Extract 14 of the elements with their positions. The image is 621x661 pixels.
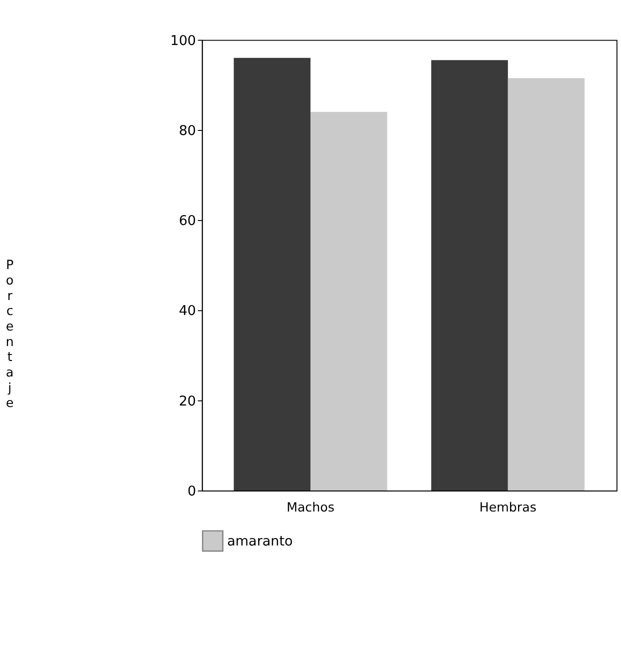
bar (431, 60, 508, 490)
bar (234, 58, 310, 490)
text: Porcentaje (6, 257, 14, 410)
x-tick-label: Machos (286, 500, 334, 515)
bar (508, 78, 585, 490)
y-tick-label: 40 (178, 303, 196, 320)
y-tick-label: 60 (178, 213, 196, 230)
y-tick-label: 80 (178, 122, 196, 139)
x-tick-label: Hembras (479, 500, 536, 515)
y-tick-label: 100 (170, 32, 196, 49)
y-tick-label: 20 (178, 393, 196, 410)
bar (310, 112, 388, 490)
legend-label: amaranto (227, 533, 293, 550)
y-tick-label: 0 (187, 483, 196, 500)
